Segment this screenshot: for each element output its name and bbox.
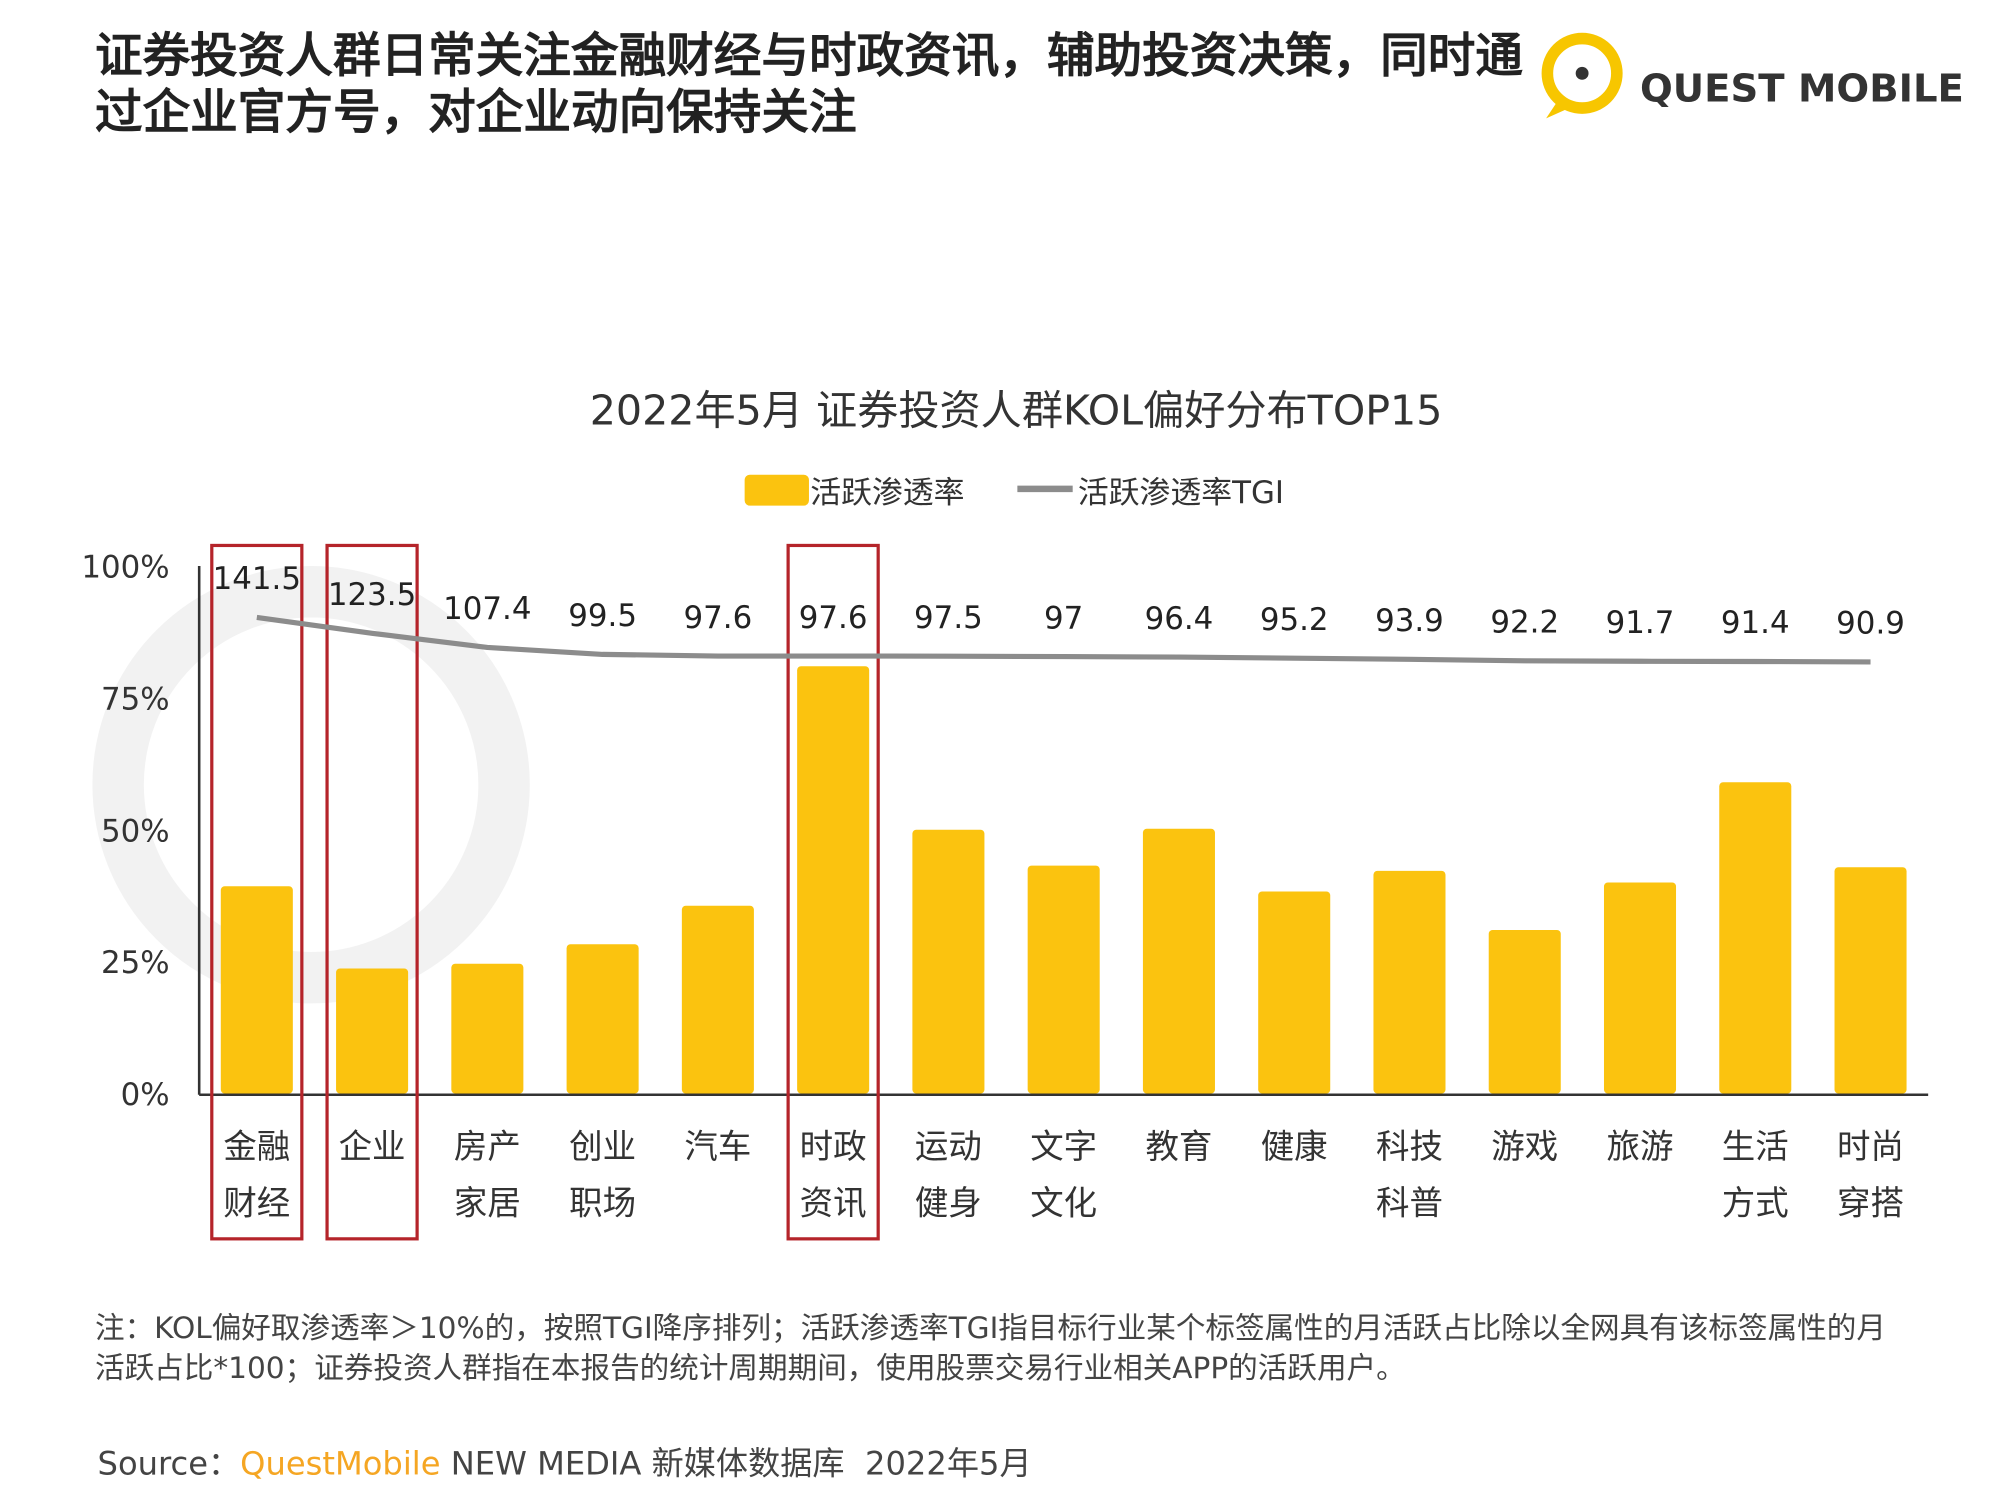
x-tick-box: 运动健身 <box>914 1128 982 1224</box>
x-tick-label: 教育 <box>1145 1128 1213 1167</box>
note: 注：KOL偏好取渗透率＞10%的，按照TGI降序排列；活跃渗透率TGI指目标行业… <box>94 1312 1886 1386</box>
tgi-line <box>256 614 1871 665</box>
x-tick-label: 时政资讯 <box>799 1128 867 1224</box>
y-tick-label: 25% <box>101 945 170 981</box>
y-tick-label: 75% <box>101 681 170 717</box>
bar <box>1373 870 1446 1094</box>
y-tick-label: 50% <box>101 813 170 849</box>
bar <box>1142 828 1215 1094</box>
bar <box>566 944 639 1094</box>
bar <box>451 963 524 1094</box>
bar <box>1488 929 1561 1094</box>
legend-swatch <box>744 474 809 506</box>
source: Source：QuestMobile NEW MEDIA 新媒体数据库 2022… <box>98 1444 1032 1482</box>
data-label: 97.6 <box>799 600 868 636</box>
x-tick-box: 旅游 <box>1606 1128 1674 1167</box>
x-tick-box: 汽车 <box>684 1128 752 1167</box>
data-label: 123.5 <box>328 577 416 613</box>
highlight-box <box>325 543 419 1241</box>
legend: 活跃渗透率 活跃渗透率TGI <box>744 474 1284 511</box>
x-tick-label: 时尚穿搭 <box>1837 1128 1904 1224</box>
bar <box>681 905 754 1094</box>
x-tick-box: 金融财经 <box>223 1128 291 1224</box>
x-tick-label: 游戏 <box>1491 1128 1559 1167</box>
data-label: 91.7 <box>1606 605 1675 641</box>
title-box: 证券投资人群日常关注金融财经与时政资讯，辅助投资决策，同时通过企业官方号，对企业… <box>94 28 1523 141</box>
chart-title: 2022年5月 证券投资人群KOL偏好分布TOP15 <box>590 387 1443 435</box>
x-tick-label: 企业 <box>338 1128 406 1167</box>
bar <box>1603 882 1677 1094</box>
x-tick-label: 健康 <box>1260 1128 1328 1167</box>
highlight-box <box>210 543 304 1241</box>
source-rest: NEW MEDIA 新媒体数据库 2022年5月 <box>440 1444 1031 1482</box>
data-label: 96.4 <box>1145 601 1214 637</box>
x-tick-label: 运动健身 <box>914 1128 982 1224</box>
x-tick-box: 创业职场 <box>569 1128 637 1224</box>
x-tick-label: 房产家居 <box>453 1128 521 1224</box>
bar <box>912 829 985 1094</box>
logo-text: QUEST MOBILE <box>1640 67 1964 112</box>
x-tick-label: 旅游 <box>1606 1128 1674 1167</box>
data-label: 107.4 <box>443 591 531 627</box>
data-label: 97 <box>1044 600 1083 636</box>
data-label: 97.5 <box>914 600 983 636</box>
highlight-box <box>786 543 880 1241</box>
x-tick-box: 文字文化 <box>1030 1128 1098 1224</box>
x-tick-label: 科技科普 <box>1376 1128 1443 1224</box>
note-box: 注：KOL偏好取渗透率＞10%的，按照TGI降序排列；活跃渗透率TGI指目标行业… <box>94 1312 1886 1386</box>
data-label: 97.6 <box>684 600 753 636</box>
logo-icon <box>1541 32 1623 119</box>
source-label: Source： <box>98 1444 241 1482</box>
x-tick-label: 金融财经 <box>223 1128 291 1224</box>
x-tick-box: 时政资讯 <box>799 1128 867 1224</box>
source-name: QuestMobile <box>240 1444 440 1482</box>
data-label: 92.2 <box>1490 605 1559 641</box>
data-label: 95.2 <box>1260 602 1329 638</box>
x-tick-box: 生活方式 <box>1721 1128 1789 1224</box>
x-tick-box: 科技科普 <box>1376 1128 1443 1224</box>
y-tick-label: 100% <box>81 550 169 586</box>
watermark <box>92 566 530 1004</box>
data-label: 90.9 <box>1836 606 1905 642</box>
legend-label: 活跃渗透率 <box>810 475 964 511</box>
x-tick-box: 游戏 <box>1491 1128 1559 1167</box>
data-label: 91.4 <box>1721 605 1790 641</box>
x-tick-label: 汽车 <box>684 1128 752 1167</box>
x-tick-box: 房产家居 <box>453 1128 521 1224</box>
bar <box>220 886 293 1094</box>
bar <box>1258 891 1331 1094</box>
data-label: 141.5 <box>213 561 301 597</box>
page-title: 证券投资人群日常关注金融财经与时政资讯，辅助投资决策，同时通过企业官方号，对企业… <box>94 28 1523 141</box>
bar <box>1834 867 1907 1094</box>
bar <box>1719 782 1792 1094</box>
y-tick-label: 0% <box>121 1077 170 1113</box>
x-tick-box: 时尚穿搭 <box>1837 1128 1904 1224</box>
data-label: 99.5 <box>568 598 637 634</box>
x-tick-box: 企业 <box>338 1128 406 1167</box>
data-label: 93.9 <box>1375 603 1444 639</box>
x-tick-box: 健康 <box>1260 1128 1328 1167</box>
legend-label: 活跃渗透率TGI <box>1078 475 1284 511</box>
x-tick-label: 生活方式 <box>1721 1128 1789 1224</box>
x-tick-box: 教育 <box>1145 1128 1213 1167</box>
x-tick-label: 创业职场 <box>569 1128 637 1224</box>
bar <box>797 666 870 1094</box>
bar <box>336 968 409 1094</box>
x-tick-label: 文字文化 <box>1030 1128 1098 1224</box>
bar <box>1027 865 1100 1094</box>
